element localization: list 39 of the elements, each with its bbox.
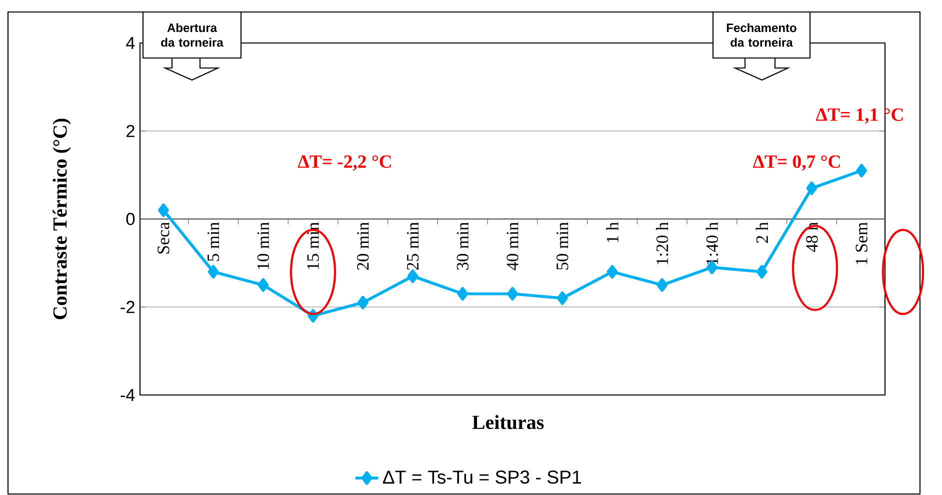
x-tick-label: Seca bbox=[158, 222, 170, 254]
y-tick-label: -2 bbox=[120, 300, 134, 314]
x-tick-label: 1 Sem bbox=[856, 222, 868, 264]
x-tick-label: 2 h bbox=[756, 222, 768, 243]
x-tick-label: 5 min bbox=[207, 222, 220, 261]
x-axis-title: Leituras bbox=[472, 415, 544, 430]
point bbox=[856, 164, 868, 178]
point bbox=[756, 264, 768, 279]
y-tick-label: -4 bbox=[120, 389, 135, 401]
x-tick-label: 30 min bbox=[456, 222, 468, 270]
point bbox=[806, 181, 818, 195]
point bbox=[556, 291, 568, 305]
x-tick-label: 50 min bbox=[556, 222, 568, 270]
x-tick-label: 40 min bbox=[506, 222, 518, 270]
point bbox=[407, 269, 418, 283]
annotation: Fechamento da torneira bbox=[726, 23, 796, 47]
point bbox=[606, 264, 618, 279]
x-tick-label: 25 min bbox=[406, 222, 419, 270]
point bbox=[208, 264, 219, 279]
x-tick-label: 10 min bbox=[257, 222, 270, 270]
annotation: ΔT= -2,2 °C bbox=[298, 155, 391, 171]
y-axis-title: Contraste Térmico (°C) bbox=[52, 118, 71, 320]
x-tick-label: 1 h bbox=[606, 222, 618, 242]
point bbox=[258, 278, 269, 292]
point bbox=[656, 278, 668, 292]
x-tick-label: 15 min bbox=[307, 222, 319, 270]
y-tick-label: 4 bbox=[126, 37, 135, 49]
annotation: ΔT= 0,7 °C bbox=[753, 155, 840, 171]
point bbox=[507, 286, 518, 301]
x-tick-label: 1:20 h bbox=[656, 222, 668, 264]
annotation: Abertura da torneira bbox=[161, 23, 224, 47]
x-tick-label: 1:40 h bbox=[706, 222, 718, 264]
x-tick-label: 20 min bbox=[357, 222, 369, 270]
y-tick-label: 2 bbox=[126, 124, 134, 138]
point bbox=[158, 203, 169, 217]
point bbox=[357, 296, 368, 310]
point bbox=[457, 286, 468, 301]
y-tick-label: 0 bbox=[126, 212, 135, 226]
legend-label: ΔT = Ts-Tu = SP3 - SP1 bbox=[382, 470, 582, 484]
